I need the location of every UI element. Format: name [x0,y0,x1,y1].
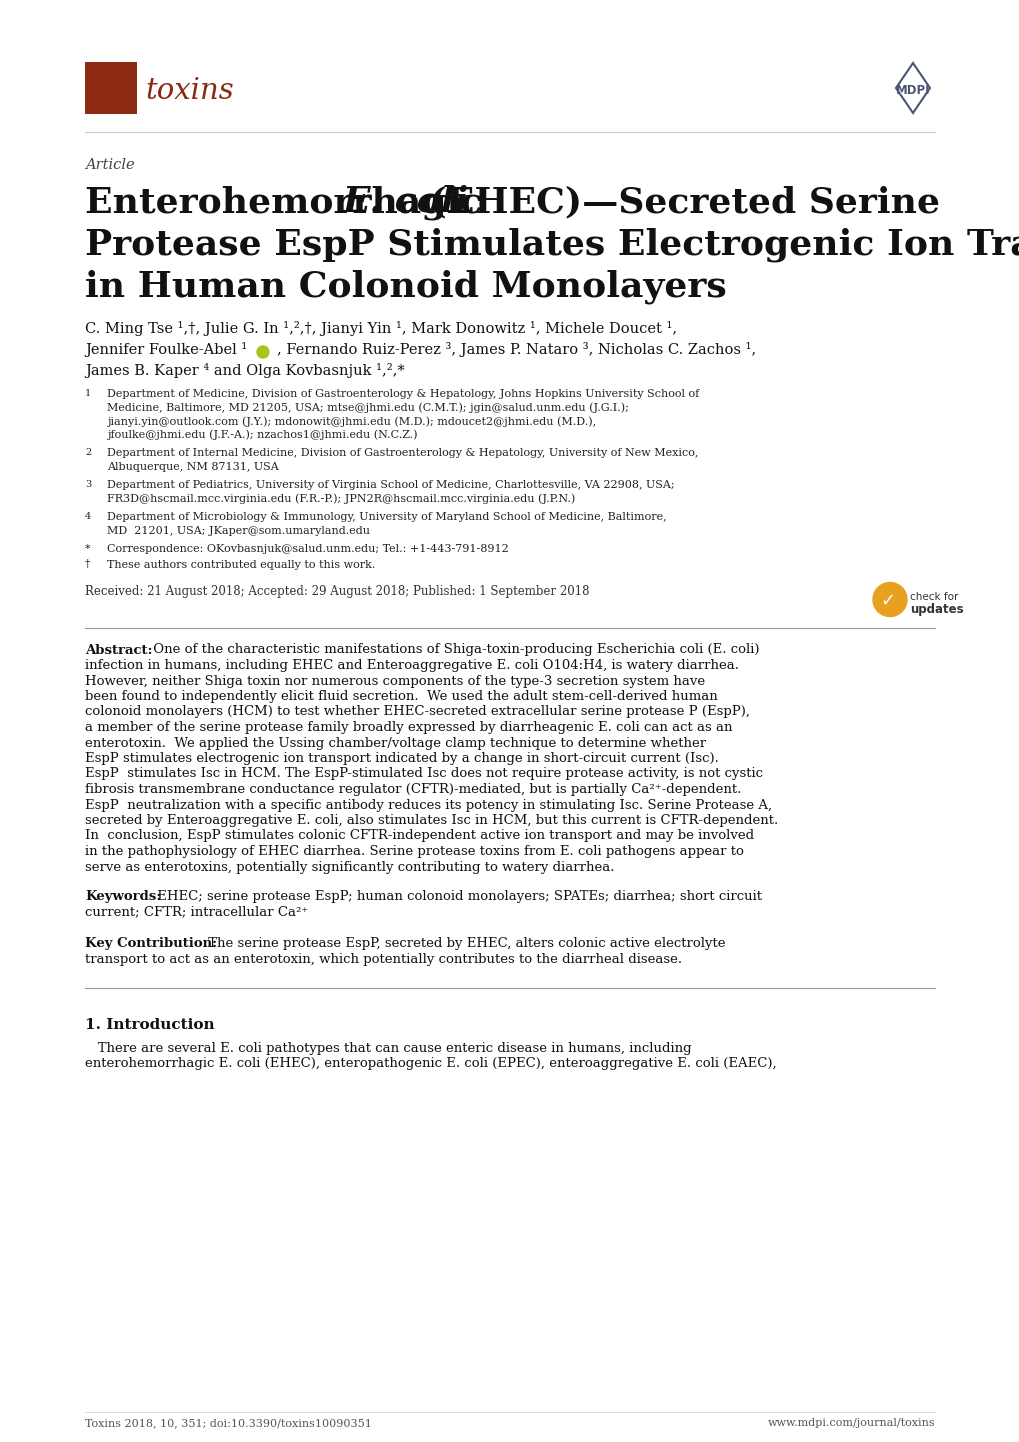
Text: fibrosis transmembrane conductance regulator (CFTR)-mediated, but is partially C: fibrosis transmembrane conductance regul… [85,783,741,796]
Text: Medicine, Baltimore, MD 21205, USA; mtse@jhmi.edu (C.M.T.); jgin@salud.unm.edu (: Medicine, Baltimore, MD 21205, USA; mtse… [107,402,629,412]
Text: a member of the serine protease family broadly expressed by diarrheagenic E. col: a member of the serine protease family b… [85,721,732,734]
Text: These authors contributed equally to this work.: These authors contributed equally to thi… [107,559,375,570]
Text: There are several E. coli pathotypes that can cause enteric disease in humans, i: There are several E. coli pathotypes tha… [85,1043,691,1056]
Text: Article: Article [85,159,135,172]
Text: iD: iD [259,350,267,356]
Text: Key Contribution:: Key Contribution: [85,937,217,950]
Text: E. coli: E. coli [342,185,469,219]
Text: www.mdpi.com/journal/toxins: www.mdpi.com/journal/toxins [766,1417,934,1428]
Text: EspP  stimulates Isc in HCM. The EspP-stimulated Isc does not require protease a: EspP stimulates Isc in HCM. The EspP-sti… [85,767,762,780]
Text: Abstract:: Abstract: [85,643,153,656]
Text: 3: 3 [85,480,91,489]
Text: Department of Microbiology & Immunology, University of Maryland School of Medici: Department of Microbiology & Immunology,… [107,512,666,522]
Text: , Fernando Ruiz-Perez ³, James P. Nataro ³, Nicholas C. Zachos ¹,: , Fernando Ruiz-Perez ³, James P. Nataro… [277,342,755,358]
Text: Enterohemorrhagic: Enterohemorrhagic [85,185,494,219]
Text: toxins: toxins [145,76,233,105]
Text: The serine protease EspP, secreted by EHEC, alters colonic active electrolyte: The serine protease EspP, secreted by EH… [204,937,725,950]
Text: FR3D@hscmail.mcc.virginia.edu (F.R.-P.); JPN2R@hscmail.mcc.virginia.edu (J.P.N.): FR3D@hscmail.mcc.virginia.edu (F.R.-P.);… [107,493,575,505]
Text: current; CFTR; intracellular Ca²⁺: current; CFTR; intracellular Ca²⁺ [85,906,308,919]
FancyBboxPatch shape [85,62,137,114]
Text: enterohemorrhagic E. coli (EHEC), enteropathogenic E. coli (EPEC), enteroaggrega: enterohemorrhagic E. coli (EHEC), entero… [85,1057,775,1070]
Text: 2: 2 [85,448,91,457]
Text: Department of Pediatrics, University of Virginia School of Medicine, Charlottesv: Department of Pediatrics, University of … [107,480,674,490]
Text: 1. Introduction: 1. Introduction [85,1018,214,1032]
Circle shape [872,583,906,617]
Text: 1: 1 [85,389,91,398]
Text: *: * [85,544,91,554]
Text: Toxins 2018, 10, 351; doi:10.3390/toxins10090351: Toxins 2018, 10, 351; doi:10.3390/toxins… [85,1417,372,1428]
Text: †: † [85,559,91,570]
Text: secreted by Enteroaggregative E. coli, also stimulates Isc in HCM, but this curr: secreted by Enteroaggregative E. coli, a… [85,813,777,828]
Text: Protease EspP Stimulates Electrogenic Ion Transport: Protease EspP Stimulates Electrogenic Io… [85,226,1019,261]
Text: EspP stimulates electrogenic ion transport indicated by a change in short-circui: EspP stimulates electrogenic ion transpo… [85,751,718,766]
Text: jfoulke@jhmi.edu (J.F.-A.); nzachos1@jhmi.edu (N.C.Z.): jfoulke@jhmi.edu (J.F.-A.); nzachos1@jhm… [107,430,417,440]
Text: been found to independently elicit fluid secretion.  We used the adult stem-cell: been found to independently elicit fluid… [85,691,717,704]
Text: jianyi.yin@outlook.com (J.Y.); mdonowit@jhmi.edu (M.D.); mdoucet2@jhmi.edu (M.D.: jianyi.yin@outlook.com (J.Y.); mdonowit@… [107,415,595,427]
Text: 4: 4 [85,512,91,521]
Text: (EHEC)—Secreted Serine: (EHEC)—Secreted Serine [417,185,940,219]
Text: EspP  neutralization with a specific antibody reduces its potency in stimulating: EspP neutralization with a specific anti… [85,799,771,812]
Text: enterotoxin.  We applied the Ussing chamber/voltage clamp technique to determine: enterotoxin. We applied the Ussing chamb… [85,737,705,750]
Circle shape [257,346,269,358]
Text: in Human Colonoid Monolayers: in Human Colonoid Monolayers [85,270,727,303]
Text: MDPI: MDPI [895,84,929,97]
Text: One of the characteristic manifestations of Shiga-toxin-producing Escherichia co: One of the characteristic manifestations… [149,643,759,656]
Text: in the pathophysiology of EHEC diarrhea. Serine protease toxins from E. coli pat: in the pathophysiology of EHEC diarrhea.… [85,845,743,858]
Text: MD  21201, USA; JKaper@som.umaryland.edu: MD 21201, USA; JKaper@som.umaryland.edu [107,525,370,535]
Text: EHEC; serine protease EspP; human colonoid monolayers; SPATEs; diarrhea; short c: EHEC; serine protease EspP; human colono… [153,890,761,903]
Text: Keywords:: Keywords: [85,890,161,903]
Text: In  conclusion, EspP stimulates colonic CFTR-independent active ion transport an: In conclusion, EspP stimulates colonic C… [85,829,753,842]
Text: Jennifer Foulke-Abel ¹: Jennifer Foulke-Abel ¹ [85,342,252,358]
Text: Correspondence: OKovbasnjuk@salud.unm.edu; Tel.: +1-443-791-8912: Correspondence: OKovbasnjuk@salud.unm.ed… [107,544,508,554]
Text: Albuquerque, NM 87131, USA: Albuquerque, NM 87131, USA [107,461,278,472]
Text: transport to act as an enterotoxin, which potentially contributes to the diarrhe: transport to act as an enterotoxin, whic… [85,953,682,966]
Text: check for: check for [909,591,958,601]
Text: James B. Kaper ⁴ and Olga Kovbasnjuk ¹,²,*: James B. Kaper ⁴ and Olga Kovbasnjuk ¹,²… [85,363,405,378]
Text: infection in humans, including EHEC and Enteroaggregative E. coli O104:H4, is wa: infection in humans, including EHEC and … [85,659,739,672]
Text: Received: 21 August 2018; Accepted: 29 August 2018; Published: 1 September 2018: Received: 21 August 2018; Accepted: 29 A… [85,585,589,598]
Text: C. Ming Tse ¹,†, Julie G. In ¹,²,†, Jianyi Yin ¹, Mark Donowitz ¹, Michele Douce: C. Ming Tse ¹,†, Julie G. In ¹,²,†, Jian… [85,322,677,336]
Text: Department of Internal Medicine, Division of Gastroenterology & Hepatology, Univ: Department of Internal Medicine, Divisio… [107,448,698,459]
Text: updates: updates [909,603,963,616]
Text: colonoid monolayers (HCM) to test whether EHEC-secreted extracellular serine pro: colonoid monolayers (HCM) to test whethe… [85,705,749,718]
Text: serve as enterotoxins, potentially significantly contributing to watery diarrhea: serve as enterotoxins, potentially signi… [85,861,613,874]
Text: However, neither Shiga toxin nor numerous components of the type-3 secretion sys: However, neither Shiga toxin nor numerou… [85,675,704,688]
Text: Department of Medicine, Division of Gastroenterology & Hepatology, Johns Hopkins: Department of Medicine, Division of Gast… [107,389,699,399]
Text: ✓: ✓ [879,591,895,610]
